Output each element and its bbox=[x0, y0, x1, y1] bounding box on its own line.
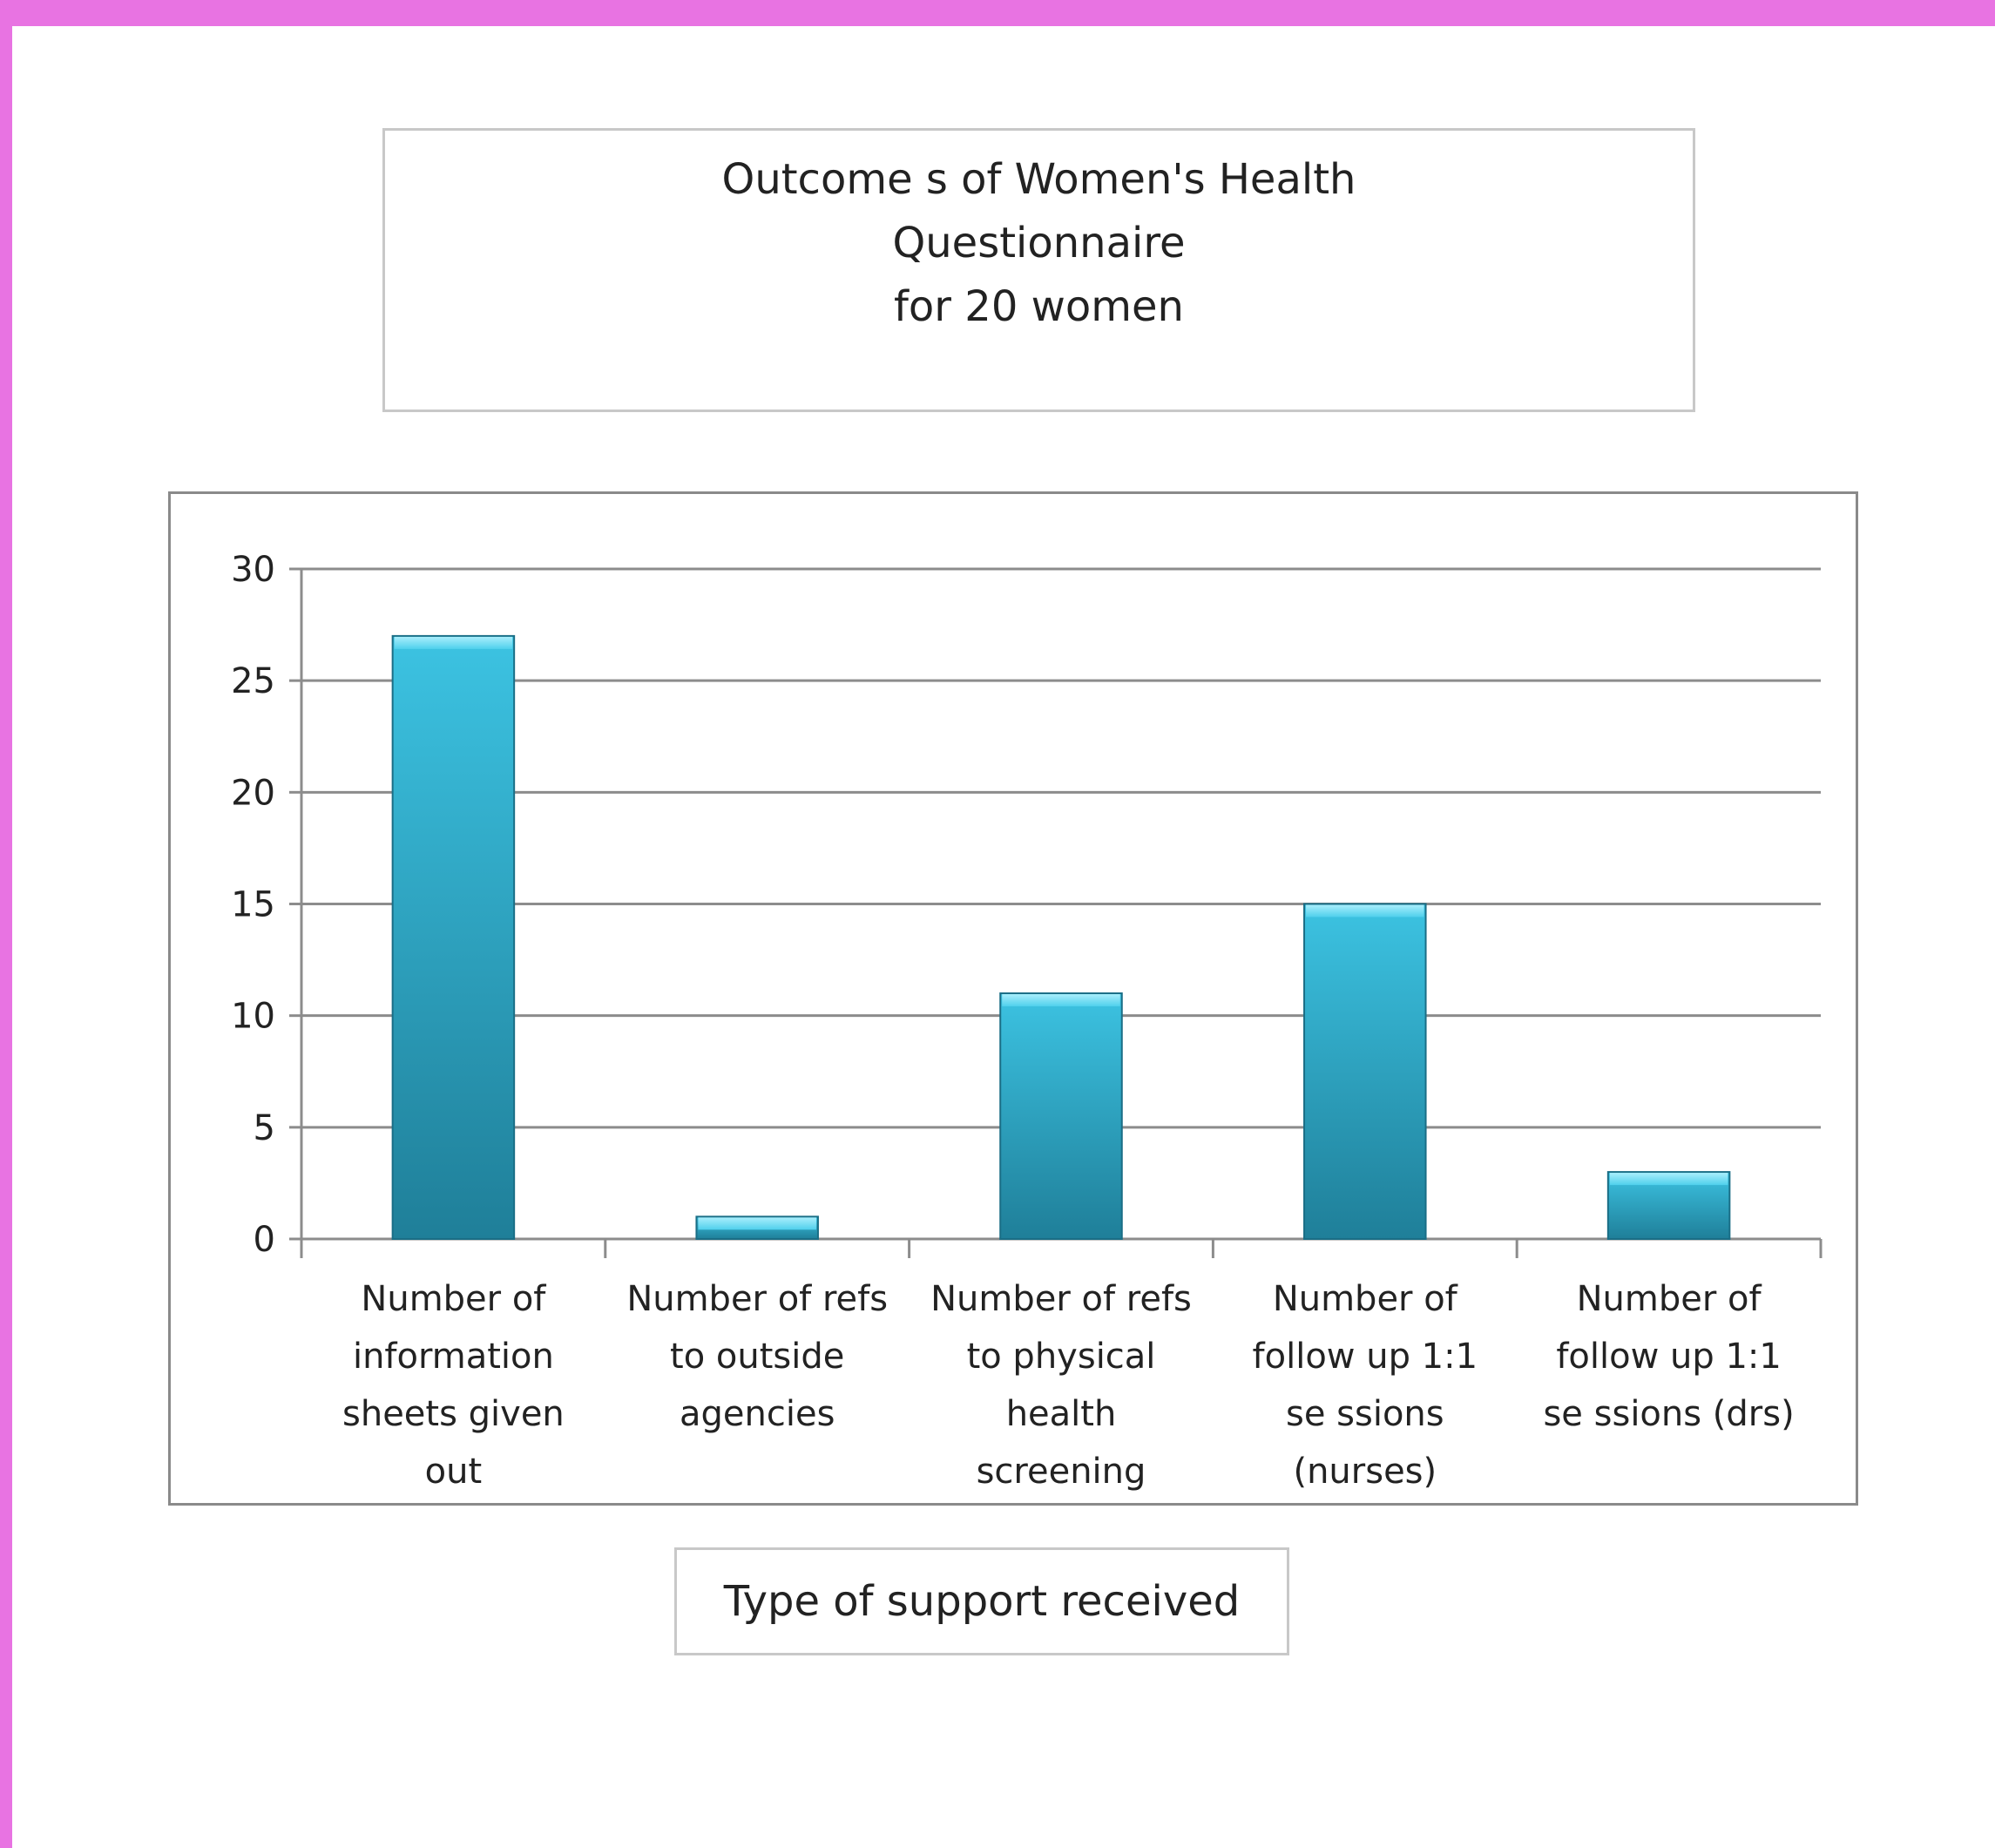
chart-title-box: Outcome s of Women's Health Questionnair… bbox=[382, 128, 1695, 412]
chart-title-line-1: Outcome s of Women's Health bbox=[721, 155, 1356, 204]
y-tick-label: 10 bbox=[231, 997, 275, 1037]
x-axis-label-box: Type of support received bbox=[674, 1547, 1289, 1655]
y-tick-label: 5 bbox=[254, 1108, 275, 1148]
bar-highlight bbox=[698, 1217, 816, 1230]
bar-highlight bbox=[1609, 1173, 1728, 1186]
x-tick-label: Number of refs to physical health screening bbox=[930, 1279, 1192, 1492]
y-tick-label: 15 bbox=[231, 885, 275, 925]
x-tick-label: Number of follow up 1:1 se ssions (nurses) bbox=[1253, 1279, 1478, 1492]
y-tick-label: 0 bbox=[254, 1220, 275, 1260]
bar-highlight bbox=[1306, 904, 1424, 917]
bar bbox=[391, 634, 516, 1240]
x-tick-label: Number of follow up 1:1 se ssions (drs) bbox=[1543, 1279, 1794, 1434]
bar-highlight bbox=[394, 636, 513, 649]
chart-plot-box: 0 5 10 15 20 25 30 Number of information sheets g… bbox=[168, 491, 1858, 1506]
x-axis-label: Type of support received bbox=[723, 1577, 1241, 1626]
page-background: Outcome s of Women's Health Questionnair… bbox=[12, 26, 1995, 1848]
x-tick-label: Number of information sheets given out bbox=[342, 1279, 565, 1492]
chart-title-line-2: Questionnaire bbox=[892, 219, 1186, 267]
x-tick-label: Number of refs to outside agencies bbox=[626, 1279, 888, 1434]
y-tick-label: 25 bbox=[231, 661, 275, 701]
y-tick-label: 30 bbox=[231, 550, 275, 590]
bar bbox=[999, 992, 1123, 1240]
bar bbox=[1303, 903, 1427, 1240]
bar-chart: 0 5 10 15 20 25 30 Number of information sheets g… bbox=[231, 550, 1823, 1492]
y-tick-label: 20 bbox=[231, 773, 275, 813]
bar-highlight bbox=[1002, 994, 1120, 1007]
chart-title-line-3: for 20 women bbox=[894, 282, 1184, 331]
